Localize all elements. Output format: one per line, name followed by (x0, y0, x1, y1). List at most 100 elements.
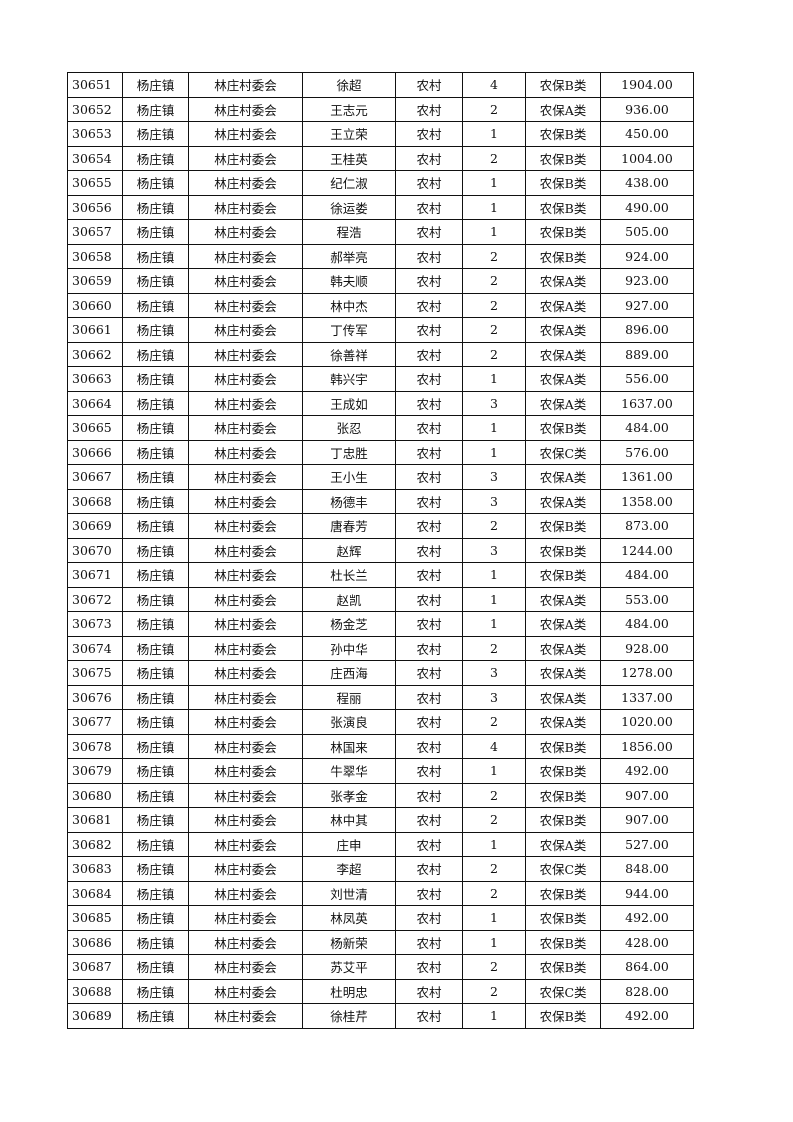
type-cell: 农村 (395, 1003, 463, 1029)
type-cell: 农村 (395, 684, 463, 710)
type-cell: 农村 (395, 611, 463, 637)
amount-cell: 896.00 (600, 317, 694, 343)
table-row: 30683 杨庄镇 林庄村委会 李超 农村 2 农保C类 848.00 (67, 856, 694, 882)
amount-cell: 450.00 (600, 121, 694, 147)
id-cell: 30680 (67, 782, 123, 808)
town-cell: 杨庄镇 (122, 439, 189, 465)
amount-cell: 873.00 (600, 513, 694, 539)
category-cell: 农保A类 (525, 292, 601, 318)
town-cell: 杨庄镇 (122, 929, 189, 955)
name-cell: 林中杰 (302, 292, 396, 318)
table-row: 30678 杨庄镇 林庄村委会 林国来 农村 4 农保B类 1856.00 (67, 733, 694, 759)
id-cell: 30672 (67, 586, 123, 612)
table-row: 30687 杨庄镇 林庄村委会 苏艾平 农村 2 农保B类 864.00 (67, 954, 694, 980)
name-cell: 徐运娄 (302, 194, 396, 220)
id-cell: 30678 (67, 733, 123, 759)
type-cell: 农村 (395, 488, 463, 514)
village-cell: 林庄村委会 (188, 243, 303, 269)
table-row: 30677 杨庄镇 林庄村委会 张演良 农村 2 农保A类 1020.00 (67, 709, 694, 735)
amount-cell: 907.00 (600, 782, 694, 808)
village-cell: 林庄村委会 (188, 341, 303, 367)
type-cell: 农村 (395, 292, 463, 318)
category-cell: 农保B类 (525, 121, 601, 147)
table-row: 30651 杨庄镇 林庄村委会 徐超 农村 4 农保B类 1904.00 (67, 72, 694, 98)
type-cell: 农村 (395, 170, 463, 196)
type-cell: 农村 (395, 145, 463, 171)
town-cell: 杨庄镇 (122, 1003, 189, 1029)
category-cell: 农保B类 (525, 929, 601, 955)
table-row: 30667 杨庄镇 林庄村委会 王小生 农村 3 农保A类 1361.00 (67, 464, 694, 490)
type-cell: 农村 (395, 831, 463, 857)
category-cell: 农保B类 (525, 415, 601, 441)
village-cell: 林庄村委会 (188, 464, 303, 490)
name-cell: 杨德丰 (302, 488, 396, 514)
amount-cell: 1856.00 (600, 733, 694, 759)
village-cell: 林庄村委会 (188, 611, 303, 637)
count-cell: 1 (462, 1003, 526, 1029)
amount-cell: 492.00 (600, 758, 694, 784)
table-row: 30684 杨庄镇 林庄村委会 刘世清 农村 2 农保B类 944.00 (67, 880, 694, 906)
amount-cell: 927.00 (600, 292, 694, 318)
town-cell: 杨庄镇 (122, 537, 189, 563)
id-cell: 30670 (67, 537, 123, 563)
village-cell: 林庄村委会 (188, 709, 303, 735)
category-cell: 农保B类 (525, 537, 601, 563)
amount-cell: 928.00 (600, 635, 694, 661)
amount-cell: 1904.00 (600, 72, 694, 98)
count-cell: 1 (462, 415, 526, 441)
amount-cell: 1278.00 (600, 660, 694, 686)
village-cell: 林庄村委会 (188, 831, 303, 857)
table-row: 30662 杨庄镇 林庄村委会 徐善祥 农村 2 农保A类 889.00 (67, 341, 694, 367)
village-cell: 林庄村委会 (188, 219, 303, 245)
name-cell: 苏艾平 (302, 954, 396, 980)
town-cell: 杨庄镇 (122, 782, 189, 808)
town-cell: 杨庄镇 (122, 488, 189, 514)
count-cell: 2 (462, 145, 526, 171)
id-cell: 30667 (67, 464, 123, 490)
id-cell: 30669 (67, 513, 123, 539)
type-cell: 农村 (395, 586, 463, 612)
name-cell: 纪仁淑 (302, 170, 396, 196)
name-cell: 王桂英 (302, 145, 396, 171)
type-cell: 农村 (395, 562, 463, 588)
count-cell: 1 (462, 194, 526, 220)
village-cell: 林庄村委会 (188, 782, 303, 808)
amount-cell: 1361.00 (600, 464, 694, 490)
town-cell: 杨庄镇 (122, 366, 189, 392)
category-cell: 农保B类 (525, 1003, 601, 1029)
town-cell: 杨庄镇 (122, 660, 189, 686)
town-cell: 杨庄镇 (122, 880, 189, 906)
id-cell: 30673 (67, 611, 123, 637)
category-cell: 农保A类 (525, 268, 601, 294)
count-cell: 3 (462, 488, 526, 514)
count-cell: 1 (462, 929, 526, 955)
village-cell: 林庄村委会 (188, 488, 303, 514)
amount-cell: 936.00 (600, 96, 694, 122)
name-cell: 林凤英 (302, 905, 396, 931)
table-row: 30682 杨庄镇 林庄村委会 庄申 农村 1 农保A类 527.00 (67, 831, 694, 857)
name-cell: 王志元 (302, 96, 396, 122)
name-cell: 杨金芝 (302, 611, 396, 637)
category-cell: 农保A类 (525, 709, 601, 735)
amount-cell: 438.00 (600, 170, 694, 196)
table-row: 30673 杨庄镇 林庄村委会 杨金芝 农村 1 农保A类 484.00 (67, 611, 694, 637)
table-row: 30657 杨庄镇 林庄村委会 程浩 农村 1 农保B类 505.00 (67, 219, 694, 245)
count-cell: 2 (462, 317, 526, 343)
id-cell: 30688 (67, 978, 123, 1004)
table-row: 30660 杨庄镇 林庄村委会 林中杰 农村 2 农保A类 927.00 (67, 292, 694, 318)
count-cell: 1 (462, 562, 526, 588)
name-cell: 唐春芳 (302, 513, 396, 539)
category-cell: 农保B类 (525, 170, 601, 196)
village-cell: 林庄村委会 (188, 366, 303, 392)
id-cell: 30676 (67, 684, 123, 710)
town-cell: 杨庄镇 (122, 194, 189, 220)
type-cell: 农村 (395, 439, 463, 465)
count-cell: 1 (462, 611, 526, 637)
amount-cell: 484.00 (600, 611, 694, 637)
name-cell: 杨新荣 (302, 929, 396, 955)
village-cell: 林庄村委会 (188, 415, 303, 441)
name-cell: 程丽 (302, 684, 396, 710)
id-cell: 30652 (67, 96, 123, 122)
count-cell: 2 (462, 268, 526, 294)
id-cell: 30665 (67, 415, 123, 441)
